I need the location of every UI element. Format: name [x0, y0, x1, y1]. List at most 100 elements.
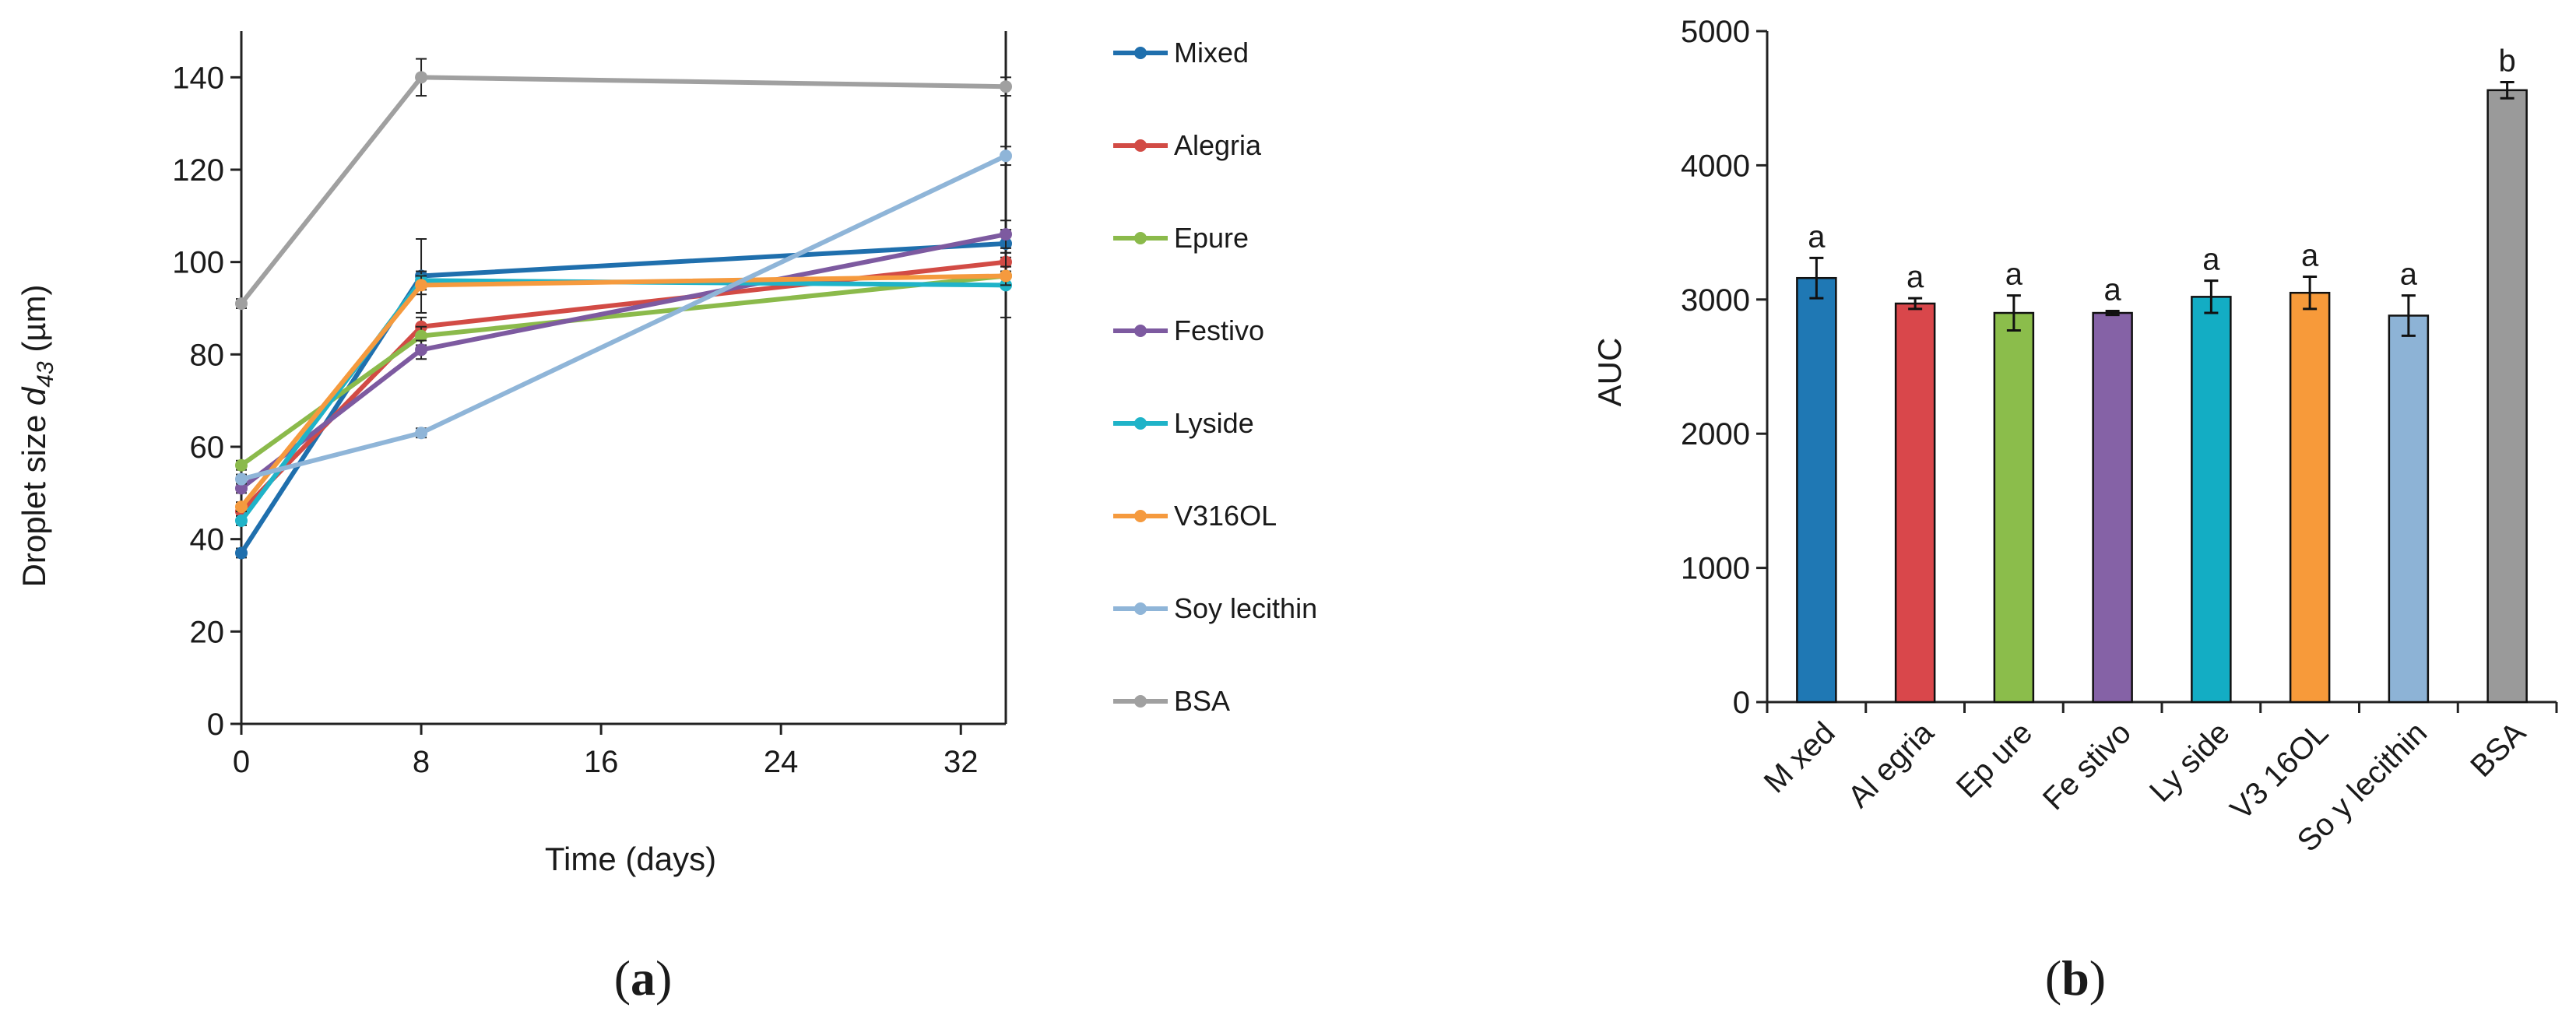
- significance-letter-fe-stivo: a: [2104, 272, 2122, 307]
- x-tick-label-16: 16: [584, 745, 619, 779]
- series-bsa: [235, 58, 1012, 311]
- line-chart-x-axis-title: Time (days): [545, 841, 716, 877]
- legend-marker-mixed: [1134, 47, 1147, 59]
- bar-so-y-lecithin: [2388, 314, 2430, 704]
- legend-label-festivo: Festivo: [1174, 314, 1264, 346]
- category-label-bsa: BSA: [2464, 715, 2532, 784]
- bar-group-bsa: b BSA: [2464, 44, 2532, 784]
- x-tick-label-32: 32: [944, 745, 979, 779]
- legend-marker-alegria: [1134, 139, 1147, 152]
- bar-y-tick-label-4000: 4000: [1681, 149, 1750, 183]
- point-bsa-0: [235, 297, 248, 311]
- bar-group-v3-16ol: aV3 16OL: [2224, 238, 2335, 827]
- y-tick-label-40: 40: [190, 523, 225, 557]
- line-bsa: [239, 75, 1007, 305]
- legend-item-v316ol: V316OL: [1113, 500, 1277, 532]
- line-chart-axes: 0 20 40 60 80 100 120 140 0 8 16 24 32: [172, 31, 1007, 779]
- category-label-ly-side: Ly side: [2143, 715, 2237, 809]
- panel-label-a-close: ): [655, 950, 672, 1006]
- point-festivo-0: [235, 482, 248, 495]
- significance-letter-bsa: b: [2499, 44, 2516, 79]
- series-lyside: [235, 251, 1012, 527]
- point-lyside-0: [235, 514, 248, 527]
- panel-label-b-close: ): [2089, 950, 2106, 1006]
- legend-marker-soy-lecithin: [1134, 602, 1147, 615]
- point-festivo-1: [415, 343, 428, 356]
- x-tick-label-8: 8: [413, 745, 430, 779]
- point-mixed-0: [235, 546, 248, 560]
- legend-item-alegria: Alegria: [1113, 129, 1262, 161]
- bar-al-egria: [1894, 302, 1936, 704]
- panel-label-b-letter: b: [2061, 950, 2089, 1006]
- x-tick-label-24: 24: [764, 745, 799, 779]
- significance-letter-ly-side: a: [2202, 243, 2220, 277]
- series-v316ol: [235, 265, 1012, 514]
- category-label-m-xed: M xed: [1758, 715, 1842, 799]
- series-soy-lecithin: [235, 146, 1012, 486]
- bar-y-tick-label-0: 0: [1733, 686, 1750, 720]
- legend-label-bsa: BSA: [1174, 685, 1230, 717]
- category-label-ep-ure: Ep ure: [1950, 715, 2039, 804]
- y-tick-label-120: 120: [172, 153, 224, 188]
- x-tick-label-0: 0: [233, 745, 250, 779]
- point-soy-lecithin-2: [1000, 149, 1012, 163]
- y-tick-label-20: 20: [190, 615, 225, 649]
- bar-group-ep-ure: a Ep ure: [1950, 258, 2039, 805]
- bar-ly-side: [2191, 296, 2232, 704]
- bar-y-tick-label-3000: 3000: [1681, 283, 1750, 318]
- category-label-fe-stivo: Fe stivo: [2037, 715, 2138, 817]
- y-axis-title-prefix: Droplet size: [16, 406, 52, 587]
- point-epure-1: [415, 329, 428, 342]
- significance-letter-m-xed: a: [1808, 219, 1826, 254]
- bar-v3-16ol: [2289, 291, 2331, 704]
- y-axis-title-symbol: d: [16, 386, 52, 406]
- y-axis-title-subscript: 43: [33, 361, 58, 388]
- line-alegria: [239, 259, 1007, 514]
- panel-label-a: (a): [614, 950, 673, 1006]
- point-festivo-2: [1000, 228, 1012, 241]
- y-tick-label-80: 80: [190, 338, 225, 372]
- line-chart-legend: Mixed Alegria Epure Festivo Lyside V316OL Soy …: [1113, 37, 1317, 717]
- y-tick-label-0: 0: [207, 708, 224, 742]
- bar-bsa: [2486, 89, 2528, 704]
- legend-item-lyside: Lyside: [1113, 407, 1254, 439]
- bar-group-m-xed: a M xed: [1758, 219, 1842, 799]
- panel-label-a-letter: a: [631, 950, 655, 1006]
- legend-label-lyside: Lyside: [1174, 407, 1254, 439]
- legend-item-epure: Epure: [1113, 222, 1249, 254]
- legend-label-epure: Epure: [1174, 222, 1249, 254]
- line-chart-y-axis-title: Droplet size d43 (µm): [16, 285, 58, 588]
- bar-group-al-egria: a Al egria: [1841, 260, 1941, 814]
- category-label-al-egria: Al egria: [1841, 715, 1941, 815]
- bar-ep-ure: [1993, 311, 2035, 704]
- significance-letter-ep-ure: a: [2005, 258, 2023, 292]
- significance-letter-al-egria: a: [1907, 260, 1924, 294]
- bar-chart-y-axis-title: AUC: [1591, 338, 1628, 407]
- significance-letter-so-y-lecithin: a: [2400, 258, 2418, 292]
- y-tick-label-140: 140: [172, 61, 224, 95]
- point-bsa-1: [415, 71, 428, 84]
- bar-group-ly-side: a Ly side: [2143, 243, 2237, 809]
- significance-letter-v3-16ol: a: [2301, 238, 2319, 272]
- bar-fe-stivo: [2092, 311, 2133, 704]
- legend-label-mixed: Mixed: [1174, 37, 1249, 68]
- y-tick-label-60: 60: [190, 430, 225, 465]
- y-tick-label-100: 100: [172, 246, 224, 280]
- point-bsa-2: [1000, 80, 1012, 93]
- legend-marker-epure: [1134, 232, 1147, 244]
- point-v316ol-1: [415, 279, 428, 292]
- legend-item-festivo: Festivo: [1113, 314, 1264, 346]
- legend-item-soy-lecithin: Soy lecithin: [1113, 592, 1317, 624]
- bar-y-tick-label-2000: 2000: [1681, 417, 1750, 451]
- point-epure-0: [235, 458, 248, 472]
- legend-marker-bsa: [1134, 695, 1147, 708]
- bar-m-xed: [1796, 276, 1837, 704]
- line-chart-panel: 0 20 40 60 80 100 120 140 0 8 16 24 32 Mixed Alegria E…: [16, 31, 1317, 877]
- legend-label-alegria: Alegria: [1174, 129, 1262, 161]
- legend-marker-lyside: [1134, 417, 1147, 430]
- series-festivo: [235, 219, 1012, 495]
- legend-label-v316ol: V316OL: [1174, 500, 1277, 532]
- y-axis-title-suffix: (µm): [16, 285, 52, 362]
